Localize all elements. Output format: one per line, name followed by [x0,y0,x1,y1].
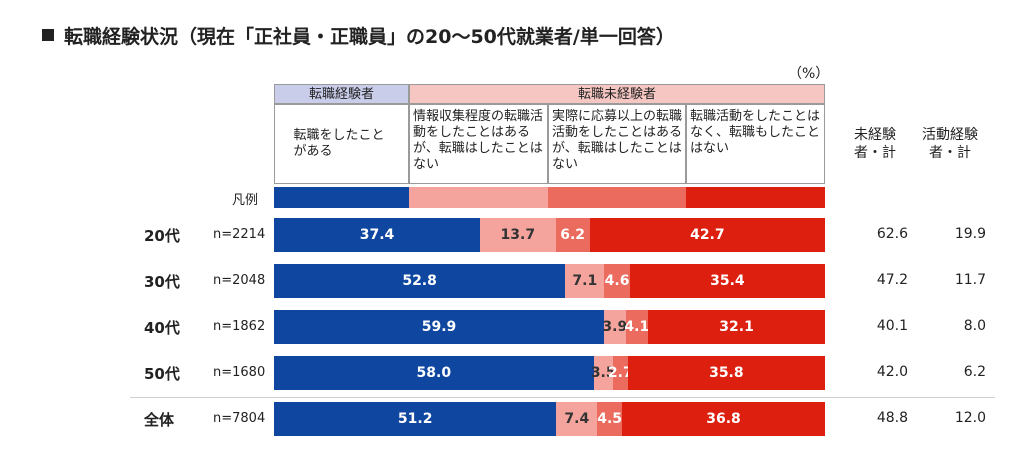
category-header-1: 情報収集程度の転職活動をしたことはあるが、転職はしたことはない [409,104,548,184]
category-header-0: 転職をしたことがある [274,104,409,184]
row-label: 30代 [144,273,180,291]
bar-segment: 4.6 [604,264,630,298]
bar-segment: 35.8 [627,356,825,390]
row-sample-size: n=1862 [213,319,266,334]
bar-value-label: 6.2 [560,227,586,243]
summary-non-experienced-value: 42.0 [876,364,908,380]
summary-non-experienced-value: 62.6 [876,226,908,242]
chart-title: 転職経験状況（現在「正社員・正職員」の20～50代就業者/単一回答） [42,22,675,49]
title-bullet-icon [42,29,54,41]
category-header-0-text: 転職をしたことがある [293,128,385,159]
group-header-experienced: 転職経験者 [274,84,409,104]
bar-segment: 52.8 [274,264,566,298]
bar-value-label: 58.0 [416,365,452,381]
legend-swatch-2 [548,187,686,208]
bar-value-label: 37.4 [359,227,395,243]
summary-non-experienced-value: 47.2 [876,272,908,288]
bar-value-label: 35.4 [710,273,745,289]
bar-value-label: 13.7 [500,227,536,243]
bar-segment: 13.7 [480,218,556,252]
bar-value-label: 3.9 [602,319,628,335]
bar-value-label: 35.8 [709,365,744,381]
bar-segment: 2.7 [608,356,633,390]
bar-value-label: 4.5 [597,411,623,427]
bar-segment: 58.0 [274,356,594,390]
bar-segment: 4.1 [624,310,650,344]
bar-value-label: 2.7 [607,365,633,381]
row-label: 20代 [144,227,180,245]
summary-non-experienced-value: 48.8 [876,410,908,426]
summary-activity-experienced-value: 11.7 [954,272,986,288]
bar-value-label: 7.4 [564,411,590,427]
legend-swatch-0 [274,187,409,208]
bar-value-label: 32.1 [719,319,754,335]
bar-value-label: 52.8 [402,273,437,289]
chart-title-text: 転職経験状況（現在「正社員・正職員」の20～50代就業者/単一回答） [64,26,675,48]
bar-segment: 51.2 [274,402,557,436]
summary-activity-experienced-value: 12.0 [954,410,986,426]
bar-segment: 35.4 [629,264,825,298]
bar-value-label: 3.5 [590,365,616,381]
legend-label: 凡例 [232,193,259,208]
total-separator-line [130,397,995,398]
category-header-3: 転職活動をしたことはなく、転職もしたことはない [686,104,825,184]
bar-segment: 37.4 [274,218,481,252]
bar-segment: 36.8 [622,402,825,436]
bar-value-label: 4.6 [604,273,630,289]
row-sample-size: n=1680 [213,365,266,380]
summary-non-experienced-value: 40.1 [876,318,908,334]
row-sample-size: n=2214 [213,227,266,242]
bar-segment: 4.5 [597,402,623,436]
summary-header-non-experienced: 未経験者・計 [854,127,896,161]
bar-segment: 3.9 [602,310,628,344]
bar-value-label: 4.1 [624,319,650,335]
row-sample-size: n=2048 [213,273,266,288]
summary-activity-experienced-value: 6.2 [963,364,986,380]
bar-value-label: 59.9 [421,319,457,335]
category-header-2: 実際に応募以上の転職活動をしたことはあるが、転職はしたことはない [548,104,686,184]
bar-value-label: 42.7 [690,227,725,243]
bar-segment: 59.9 [274,310,605,344]
row-label: 40代 [144,319,180,337]
legend-swatch-1 [409,187,548,208]
bar-segment: 7.4 [556,402,598,436]
legend-swatch-3 [686,187,825,208]
bar-segment: 6.2 [555,218,590,252]
row-label: 50代 [144,365,180,383]
group-header-not-experienced: 転職未経験者 [409,84,825,104]
bar-segment: 3.5 [590,356,616,390]
row-label: 全体 [144,411,175,429]
bar-segment: 42.7 [589,218,825,252]
bar-segment: 32.1 [648,310,825,344]
bar-value-label: 36.8 [706,411,741,427]
row-sample-size: n=7804 [213,411,266,426]
bar-segment: 7.1 [565,264,605,298]
summary-header-activity-experienced: 活動経験者・計 [922,127,978,161]
bar-value-label: 7.1 [572,273,598,289]
summary-activity-experienced-value: 19.9 [954,226,986,242]
unit-label: （%） [788,66,830,82]
summary-activity-experienced-value: 8.0 [963,318,986,334]
bar-value-label: 51.2 [397,411,433,427]
